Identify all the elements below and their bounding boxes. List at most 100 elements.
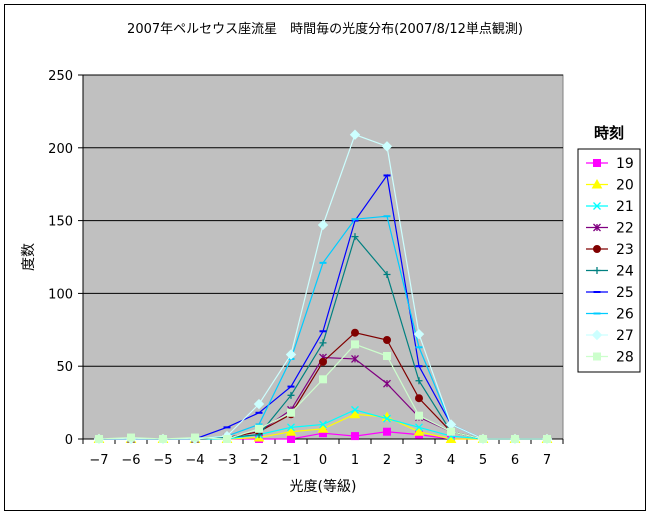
data-point xyxy=(381,141,393,152)
data-point xyxy=(285,349,297,360)
data-point xyxy=(383,335,391,344)
legend-entry-27: 27 xyxy=(586,328,634,344)
data-point xyxy=(383,379,391,388)
legend-entry-20: 20 xyxy=(586,178,634,194)
data-point xyxy=(253,398,265,410)
data-point xyxy=(349,408,361,419)
data-point xyxy=(593,267,601,274)
x-axis-label: 光度(等級) xyxy=(290,478,357,495)
x-tick-label: 0 xyxy=(319,453,327,468)
legend-label: 22 xyxy=(616,221,634,237)
legend-label: 24 xyxy=(616,264,634,280)
x-tick-label: −3 xyxy=(217,453,236,468)
data-point xyxy=(593,159,601,167)
legend-label: 20 xyxy=(616,178,634,194)
x-tick-label: −4 xyxy=(185,453,204,468)
legend-label: 26 xyxy=(616,307,634,323)
data-point xyxy=(317,423,329,433)
chart-frame: 2007年ペルセウス座流星 時間毎の光度分布(2007/8/12単点観測) 0 5… xyxy=(4,4,646,511)
data-point xyxy=(383,270,391,278)
legend-entry-25: 25 xyxy=(586,285,634,301)
x-tick-label: 5 xyxy=(479,453,487,468)
data-point xyxy=(415,394,423,403)
data-point xyxy=(159,435,167,443)
data-point xyxy=(351,354,359,363)
data-point xyxy=(285,426,297,436)
data-point xyxy=(319,420,327,429)
data-point xyxy=(383,427,391,436)
legend-entry-23: 23 xyxy=(586,242,634,258)
data-point xyxy=(415,423,423,432)
y-axis-label: 度数 xyxy=(21,243,37,271)
data-point xyxy=(317,219,329,231)
data-point xyxy=(413,426,425,436)
x-tick-label: 7 xyxy=(543,453,551,468)
data-point xyxy=(593,352,601,361)
data-point xyxy=(127,433,135,442)
data-point xyxy=(191,433,199,442)
legend-entry-22: 22 xyxy=(586,221,634,237)
data-point xyxy=(415,377,423,385)
y-tick-label: 0 xyxy=(65,433,73,448)
legend-label: 28 xyxy=(616,350,634,366)
data-point xyxy=(511,435,519,443)
series-28 xyxy=(95,340,551,443)
data-point xyxy=(287,391,295,399)
data-point xyxy=(479,435,487,443)
data-point xyxy=(95,435,103,443)
x-tick-label: −5 xyxy=(153,453,172,468)
legend-entry-26: 26 xyxy=(586,307,634,323)
data-point xyxy=(591,178,603,189)
data-point xyxy=(223,435,231,443)
chart: 2007年ペルセウス座流星 時間毎の光度分布(2007/8/12単点観測) 0 5… xyxy=(21,21,641,495)
data-point xyxy=(351,328,359,337)
data-point xyxy=(447,427,455,436)
x-tick-label: −2 xyxy=(249,453,268,468)
chart-title: 2007年ペルセウス座流星 時間毎の光度分布(2007/8/12単点観測) xyxy=(127,21,523,37)
legend-label: 19 xyxy=(616,156,634,172)
x-tick-label: 3 xyxy=(415,453,423,468)
legend-label: 25 xyxy=(616,285,634,301)
data-point xyxy=(593,245,601,253)
y-tick-label: 250 xyxy=(48,69,73,84)
x-tick-label: 4 xyxy=(447,453,455,468)
legend-label: 27 xyxy=(616,328,634,344)
x-tick-label: 6 xyxy=(511,453,519,468)
data-point xyxy=(413,328,425,340)
legend-label: 21 xyxy=(616,199,634,215)
plot-area: 0 50 100 150 200 250 −7 −6 −5 −4 −3 −2 −1 0 1 2 3 4 5 6 7 xyxy=(48,69,564,468)
legend: 時刻 19 20 21 22 23 24 25 26 27 28 xyxy=(577,124,641,373)
data-point xyxy=(287,435,295,443)
legend-entry-21: 21 xyxy=(586,199,634,215)
legend-title: 時刻 xyxy=(594,124,624,142)
legend-entry-24: 24 xyxy=(586,264,634,280)
data-point xyxy=(287,408,295,417)
data-point xyxy=(383,352,391,361)
data-point xyxy=(591,329,603,341)
data-point xyxy=(319,375,327,384)
data-point xyxy=(593,202,601,210)
plot-background xyxy=(82,74,564,440)
data-point xyxy=(543,435,551,443)
data-point xyxy=(287,423,295,432)
y-tick-label: 150 xyxy=(48,215,73,230)
x-tick-label: 2 xyxy=(383,453,391,468)
data-point xyxy=(319,339,327,347)
data-point xyxy=(415,411,423,420)
data-point xyxy=(351,340,359,349)
data-point xyxy=(319,357,327,366)
legend-entry-19: 19 xyxy=(586,156,634,172)
data-point xyxy=(255,424,263,433)
data-point xyxy=(383,414,391,423)
data-point xyxy=(351,405,359,414)
data-point xyxy=(593,223,601,232)
y-tick-label: 200 xyxy=(48,142,73,157)
data-point xyxy=(351,233,359,241)
y-tick-label: 100 xyxy=(48,287,73,302)
data-point xyxy=(349,129,361,140)
legend-entry-28: 28 xyxy=(586,350,634,366)
x-tick-label: −1 xyxy=(281,453,300,468)
x-tick-label: −6 xyxy=(121,453,140,468)
legend-label: 23 xyxy=(616,242,634,258)
data-point xyxy=(351,432,359,441)
